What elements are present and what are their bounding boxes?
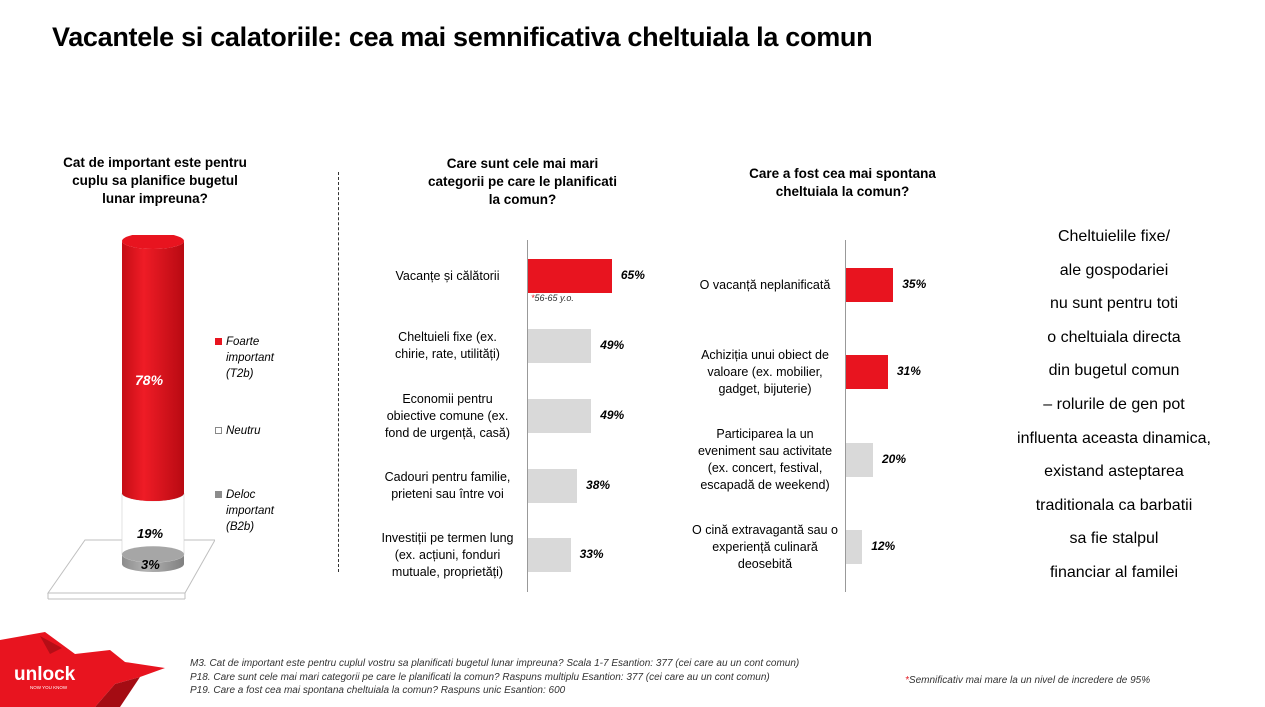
legend-label: Neutru [226,425,261,437]
bar-value-label: 49% [600,408,625,422]
cylinder-chart [47,235,215,600]
logo-tagline: NOW YOU KNOW [30,685,68,690]
footer-line: M3. Cat de important este pentru cuplul … [190,658,800,669]
bar-value-label: 20% [882,452,907,466]
bar-category-label: O vacanță neplanificată [699,277,831,292]
bar-category-label: Participarea la un eveniment sau activit… [697,427,833,492]
cylinder-segment-red [122,241,184,501]
bar [846,355,888,389]
chart1-legend: Foarte important (T2b) Neutru Deloc impo… [215,334,295,535]
cylinder-label-top: 78% [135,372,164,388]
footer-line: P18. Care sunt cele mai mari categorii p… [190,671,770,683]
bar [528,399,592,433]
unlock-logo: unlock NOW YOU KNOW [0,632,165,707]
bar-category-label: Achiziția unui obiect de valoare (ex. mo… [701,347,829,396]
bar [528,538,571,572]
cylinder-red-bottom [122,492,184,501]
side-commentary: Cheltuielile fixe/ale gospodariei nu sunt… [1005,220,1223,590]
legend-label: Deloc important (B2b) [226,489,274,533]
legend-swatch-red [215,338,222,345]
side-text-line: existand asteptarea [1044,463,1184,481]
chart3-title: Care a fost cea mai spontana cheltuiala … [749,166,936,199]
legend-item: Foarte important (T2b) [215,334,295,382]
logo-wordmark: unlock [14,664,76,685]
chart2-annotation: *56-65 y.o. [531,293,574,303]
bar [528,469,578,503]
legend-swatch-grey [215,491,222,498]
annotation-text: 56-65 y.o. [534,293,574,303]
cylinder-grey-cap [122,546,184,563]
footer-notes: M3. Cat de important este pentru cuplul … [190,657,799,698]
bar-category-label: Cadouri pentru familie, prieteni sau înt… [384,470,511,501]
side-text-line: din bugetul comun [1048,362,1180,380]
bar-value-label: 49% [600,338,625,352]
legend-label: Foarte important (T2b) [226,336,274,380]
bar-value-label: 12% [871,539,896,553]
cylinder-top-cap [122,235,184,249]
side-text-line: – rolurile de gen pot [1043,395,1185,413]
side-text-line: sa fie stalpul [1069,530,1159,548]
bar-category-label: Investiții pe termen lung (ex. acțiuni, … [381,530,514,579]
side-text-line: o cheltuiala directa [1047,328,1181,346]
bar-value-label: 38% [586,478,611,492]
page-title: Vacantele si calatoriile: cea mai semnif… [52,22,873,52]
bar-category-label: Economii pentru obiective comune (ex. fo… [384,391,511,440]
bar-category-label: Cheltuieli fixe (ex. chirie, rate, utili… [395,330,500,361]
bar [846,443,873,477]
bar-value-label: 65% [620,268,645,282]
cylinder-segment-grey [122,554,184,572]
legend-swatch-white [215,427,222,434]
bar-category-label: O cină extravagantă sau o experiență cul… [692,522,838,571]
bar-value-label: 33% [579,547,604,561]
side-text-line: nu sunt pentru toti [1049,295,1179,313]
bar [528,329,592,363]
section-divider [338,172,339,572]
significance-footnote: *Semnificativ mai mare la un nivel de in… [905,675,1151,686]
bar-value-label: 35% [902,277,927,291]
cylinder-label-bottom: 3% [141,557,160,572]
bar-category-label: Vacanțe și călătorii [395,268,500,283]
side-text-line: ale gospodariei [1059,261,1169,279]
chart2-title: Care sunt cele mai mari categorii pe car… [427,156,618,207]
side-text-line: traditionala ca barbatii [1035,496,1193,514]
side-text-line: influenta aceasta dinamica, [1017,429,1211,447]
chart1-title: Cat de important este pentru cuplu sa pl… [63,155,247,206]
legend-item: Neutru [215,423,295,439]
bar [846,530,863,564]
bar [846,268,894,302]
bar-value-label: 31% [896,364,921,378]
legend-item: Deloc important (B2b) [215,487,295,535]
chart3-axis [845,240,846,592]
side-text-line: Cheltuielile fixe/ [1057,228,1171,245]
footer-line: P19. Care a fost cea mai spontana cheltu… [190,685,566,696]
side-text-line: financiar al familei [1049,563,1179,581]
cylinder-label-mid: 19% [137,526,164,541]
bar [528,259,612,293]
chart2-axis [527,240,528,592]
